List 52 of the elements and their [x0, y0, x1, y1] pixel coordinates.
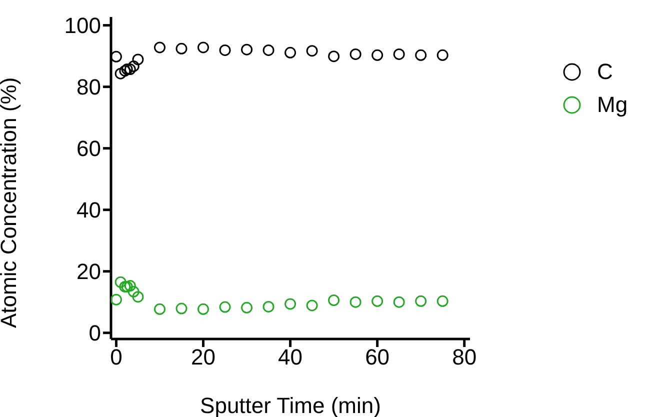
- y-tick-label: 80: [76, 74, 101, 100]
- point: [262, 300, 274, 312]
- y-tick-label: 60: [76, 136, 101, 162]
- point: [124, 280, 136, 292]
- point: [393, 48, 405, 60]
- point: [306, 45, 318, 57]
- point: [241, 302, 253, 314]
- point: [132, 291, 144, 303]
- point: [328, 294, 340, 306]
- x-tick-label: 20: [191, 344, 216, 370]
- point: [219, 44, 231, 56]
- point: [198, 42, 209, 54]
- x-tick-label: 60: [365, 344, 390, 370]
- point: [436, 49, 448, 61]
- x-tick-label: 0: [110, 344, 122, 370]
- legend-label: C: [597, 58, 613, 84]
- point: [262, 44, 274, 56]
- point: [436, 295, 448, 307]
- point: [154, 303, 166, 315]
- point: [328, 50, 340, 62]
- point: [128, 286, 140, 298]
- point: [350, 296, 362, 308]
- y-axis-title: Atomic Concentration (%): [0, 77, 21, 328]
- y-tick-label: 40: [76, 198, 101, 223]
- point: [198, 303, 209, 315]
- y-tick-label: 100: [64, 13, 101, 38]
- point: [111, 294, 122, 306]
- legend-label: Mg: [597, 92, 628, 118]
- point: [128, 60, 140, 72]
- x-tick-label: 80: [452, 344, 477, 370]
- point: [176, 302, 188, 314]
- point: [219, 301, 231, 313]
- point: [372, 295, 384, 307]
- point: [241, 44, 253, 56]
- point: [284, 298, 296, 310]
- point: [114, 276, 126, 288]
- y-tick-label: 0: [88, 320, 101, 346]
- x-tick-label: 40: [278, 344, 303, 370]
- point: [154, 42, 166, 54]
- point: [415, 295, 427, 307]
- point: [284, 46, 296, 58]
- point: [124, 64, 136, 76]
- point: [372, 49, 384, 61]
- point: [111, 50, 122, 62]
- point: [393, 296, 405, 308]
- point: [350, 48, 362, 60]
- y-tick-label: 20: [76, 259, 101, 284]
- point: [415, 49, 427, 61]
- point: [306, 300, 318, 312]
- point: [132, 54, 144, 66]
- point: [176, 42, 188, 54]
- point: [114, 68, 126, 80]
